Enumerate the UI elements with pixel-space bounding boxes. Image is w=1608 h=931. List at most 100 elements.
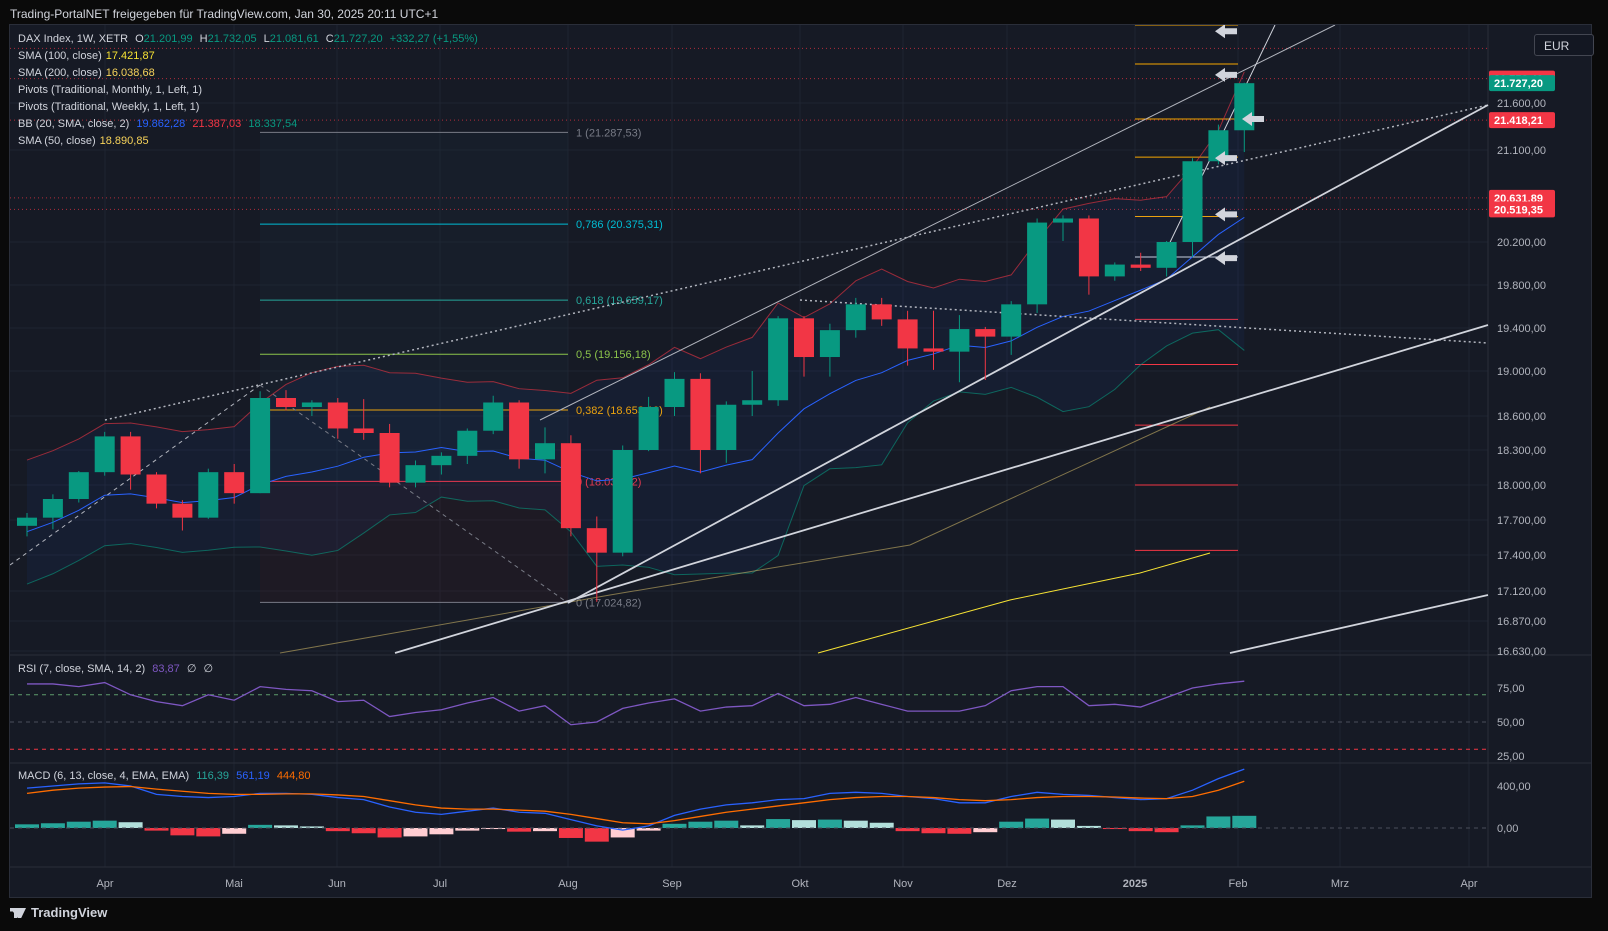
legend-bb-basis: 19.862,28 xyxy=(136,118,186,130)
y-tick-12: 16.870,00 xyxy=(1497,616,1546,628)
macd-hist-bar-19 xyxy=(507,828,532,832)
legend-sma50: SMA (50, close) 18.890,85 xyxy=(18,135,153,147)
macd-y-tick-1: 0,00 xyxy=(1497,823,1518,835)
x-tick-3: Jul xyxy=(433,878,447,890)
macd-hist-bar-34 xyxy=(895,828,920,832)
candle-body-2 xyxy=(68,472,89,499)
chart-canvas[interactable]: 1 (21.287,53) 0,786 (20.375,31) 0,618 (19.… xyxy=(10,25,1592,898)
tradingview-logo-icon xyxy=(10,908,26,918)
candle-body-0 xyxy=(17,517,37,526)
macd-hist-bar-35 xyxy=(921,828,946,834)
brand-logo[interactable]: TradingView xyxy=(10,905,107,920)
macd-hist-bar-30 xyxy=(792,820,816,828)
candle-body-6 xyxy=(172,503,193,518)
publish-note: Trading-PortalNET freigegeben für Tradin… xyxy=(10,7,439,21)
candle-body-8 xyxy=(224,472,245,494)
legend-pivots-monthly-label: Pivots (Traditional, Monthly, 1, Left, 1… xyxy=(18,84,203,96)
macd-hist-bar-26 xyxy=(688,821,713,828)
macd-hist-bar-11 xyxy=(299,826,324,828)
macd-hist-bar-33 xyxy=(869,822,894,828)
arrow-left-icon-2 xyxy=(1242,111,1264,126)
candle-body-27 xyxy=(716,404,737,450)
macd-hist-bar-27 xyxy=(714,820,739,828)
fib-label-6: 0 (17.024,82) xyxy=(576,597,641,609)
y-tick-5: 19.000,00 xyxy=(1497,366,1546,378)
candle-body-18 xyxy=(483,402,504,431)
candle-body-35 xyxy=(923,348,944,352)
candle-body-39 xyxy=(1027,222,1048,305)
candles xyxy=(17,82,1255,602)
legend-main-title: DAX Index, 1W, XETR xyxy=(18,33,129,45)
candle-body-25 xyxy=(664,378,685,407)
macd-hist-bar-31 xyxy=(817,819,842,828)
x-tick-0: Apr xyxy=(96,878,113,890)
macd-hist-bar-6 xyxy=(170,828,195,836)
candle-body-22 xyxy=(586,528,607,553)
x-tick-9: 2025 xyxy=(1123,878,1147,890)
legend-sma50-label: SMA (50, close) xyxy=(18,135,96,147)
x-tick-11: Mrz xyxy=(1331,878,1349,890)
trendline-dashed-left xyxy=(10,384,261,566)
x-tick-5: Sep xyxy=(662,878,682,890)
rsi-y-tick-1: 50,00 xyxy=(1497,717,1525,729)
channel-line-upper xyxy=(539,25,1336,421)
macd-hist-bar-3 xyxy=(92,820,117,828)
bb-basis-line xyxy=(26,216,1245,533)
macd-hist-bar-23 xyxy=(610,828,635,838)
x-tick-6: Okt xyxy=(791,878,808,890)
macd-hist-bar-22 xyxy=(584,828,609,842)
macd-hist-bar-8 xyxy=(222,828,247,834)
candle-body-3 xyxy=(94,436,115,473)
candle-body-12 xyxy=(327,402,348,429)
fib-label-3: 0,5 (19.156,18) xyxy=(576,349,651,361)
macd-hist-bar-13 xyxy=(351,828,376,834)
macd-hist-bar-18 xyxy=(481,828,506,830)
candle-body-15 xyxy=(405,465,426,483)
price-tag-2: 21.418,21 xyxy=(1494,115,1543,127)
candle-body-23 xyxy=(612,450,633,553)
y-tick-11: 17.120,00 xyxy=(1497,586,1546,598)
candle-body-9 xyxy=(250,398,271,494)
legend-rsi-na1: ∅ xyxy=(186,663,197,675)
candle-body-37 xyxy=(975,329,996,337)
candle-body-32 xyxy=(845,304,866,331)
legend-sma100: SMA (100, close) 17.421,87 xyxy=(18,50,159,62)
chart-panel[interactable]: 1 (21.287,53) 0,786 (20.375,31) 0,618 (19.… xyxy=(9,24,1594,898)
candle-body-29 xyxy=(768,318,789,401)
legend-main: DAX Index, 1W, XETR O21.201,99 H21.732,0… xyxy=(18,33,482,45)
price-tag-bg-2 xyxy=(1489,112,1555,129)
macd-hist-bar-42 xyxy=(1102,828,1127,830)
legend-pivots-weekly: Pivots (Traditional, Weekly, 1, Left, 1) xyxy=(18,101,203,113)
legend-bb-lower: 18.337,54 xyxy=(248,118,298,130)
trendline-dashed-down xyxy=(259,384,569,604)
legend-change: +332,27 (+1,55%) xyxy=(389,33,478,45)
y-tick-3: 19.800,00 xyxy=(1497,280,1546,292)
macd-hist-bar-21 xyxy=(558,828,583,838)
legend-rsi-label: RSI (7, close, SMA, 14, 2) xyxy=(18,663,146,675)
trendline-dotted-upper xyxy=(104,104,1489,421)
macd-hist-bar-9 xyxy=(248,824,273,828)
macd-hist-bar-46 xyxy=(1206,816,1231,828)
macd-hist-bar-44 xyxy=(1154,828,1179,833)
macd-hist-bar-41 xyxy=(1076,825,1101,828)
macd-hist-bar-12 xyxy=(325,828,350,832)
sma50-line xyxy=(279,406,1211,654)
macd-hist-bar-37 xyxy=(973,828,998,833)
arrow-left-icon-5 xyxy=(1215,251,1237,266)
candle-body-16 xyxy=(431,455,452,466)
legend-rsi-value: 83,87 xyxy=(152,663,180,675)
y-tick-6: 18.600,00 xyxy=(1497,411,1546,423)
currency-selector[interactable]: EUR xyxy=(1534,34,1594,56)
legend-macd: MACD (6, 13, close, 4, EMA, EMA) 116,39 … xyxy=(18,770,314,782)
macd-hist-bar-15 xyxy=(403,828,428,837)
legend-pivots-weekly-label: Pivots (Traditional, Weekly, 1, Left, 1) xyxy=(18,101,200,113)
macd-hist-bar-40 xyxy=(1051,819,1075,828)
candle-body-10 xyxy=(276,398,296,407)
macd-hist-bar-14 xyxy=(377,828,402,838)
y-tick-1: 21.100,00 xyxy=(1497,145,1546,157)
legend-open-label: O xyxy=(135,33,144,45)
y-tick-9: 17.700,00 xyxy=(1497,515,1546,527)
legend-bb-upper: 21.387,03 xyxy=(192,118,242,130)
legend-sma200: SMA (200, close) 16.038,68 xyxy=(18,67,159,79)
